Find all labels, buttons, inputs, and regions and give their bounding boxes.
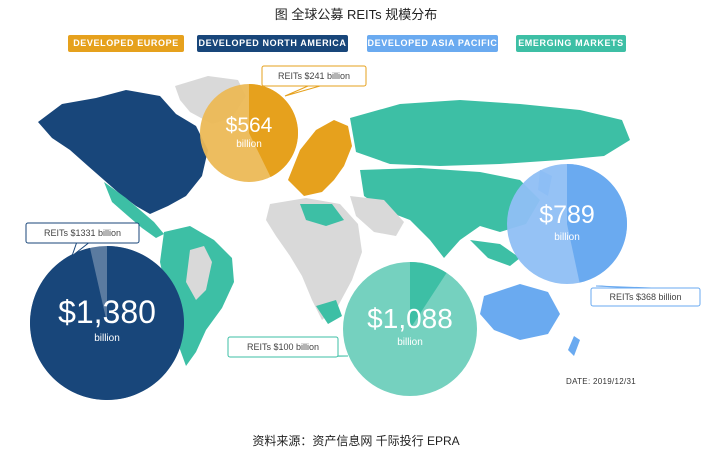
callout-box-developed-europe — [261, 65, 367, 87]
pie-developed-north-america-reits-slice — [29, 246, 184, 400]
russia-region — [350, 100, 630, 166]
callout-label-developed-asia-pacific: REITs $368 billion — [609, 292, 682, 302]
legend-item-developed-europe: DEVELOPED EUROPE — [68, 35, 184, 52]
pie-unit-developed-europe: billion — [236, 139, 262, 151]
middle-east-region — [350, 196, 404, 236]
callout-label-emerging-markets: REITs $100 billion — [246, 342, 320, 352]
new-zealand-region — [568, 336, 580, 356]
legend-item-emerging-markets: EMERGING MARKETS — [516, 35, 626, 52]
date-label: DATE: 2019/12/31 — [566, 377, 637, 386]
legend-item-developed-asia-pacific: DEVELOPED ASIA PACIFIC — [367, 35, 498, 52]
south-america-other — [186, 246, 212, 300]
australia-region — [480, 284, 560, 340]
legend-item-developed-north-america: DEVELOPED NORTH AMERICA — [197, 35, 348, 52]
pie-total-developed-europe: $564 — [225, 114, 273, 138]
africa-region — [266, 198, 362, 320]
callout-box-developed-asia-pacific — [590, 287, 701, 307]
source-note: 资料来源：资产信息网 千际投行 EPRA — [252, 434, 460, 448]
pie-developed-europe-reits-slice — [249, 84, 298, 177]
central-america-region — [104, 182, 164, 238]
south-africa-region — [316, 300, 342, 324]
callout-label-developed-europe: REITs $241 billion — [277, 71, 351, 81]
legend: DEVELOPED EUROPE DEVELOPED NORTH AMERICA… — [0, 35, 712, 53]
north-america-region — [38, 90, 208, 214]
callout-label-developed-north-america: REITs $1331 billion — [43, 228, 122, 238]
europe-region — [288, 120, 352, 196]
pie-total-developed-asia-pacific: $789 — [539, 200, 595, 229]
callout-pointer-developed-europe — [284, 85, 321, 97]
pie-developed-asia-pacific-reits-slice — [567, 164, 627, 283]
pie-unit-emerging-markets: billion — [397, 337, 423, 349]
callout-box-emerging-markets — [227, 336, 339, 358]
callout-box-developed-north-america — [25, 222, 140, 244]
pie-total-emerging-markets: $1,088 — [367, 303, 453, 335]
callout-pointer-developed-north-america — [70, 242, 89, 258]
pie-unit-developed-north-america: billion — [94, 332, 120, 344]
pie-unit-developed-asia-pacific: billion — [554, 231, 580, 243]
pie-emerging-markets-reits-slice — [410, 262, 447, 329]
north-africa-region — [300, 204, 344, 226]
chart-title: 图 全球公募 REITs 规模分布 — [274, 7, 438, 22]
asia-region — [360, 168, 540, 258]
southeast-asia-region — [470, 240, 520, 266]
pie-total-developed-north-america: $1,380 — [58, 293, 156, 330]
